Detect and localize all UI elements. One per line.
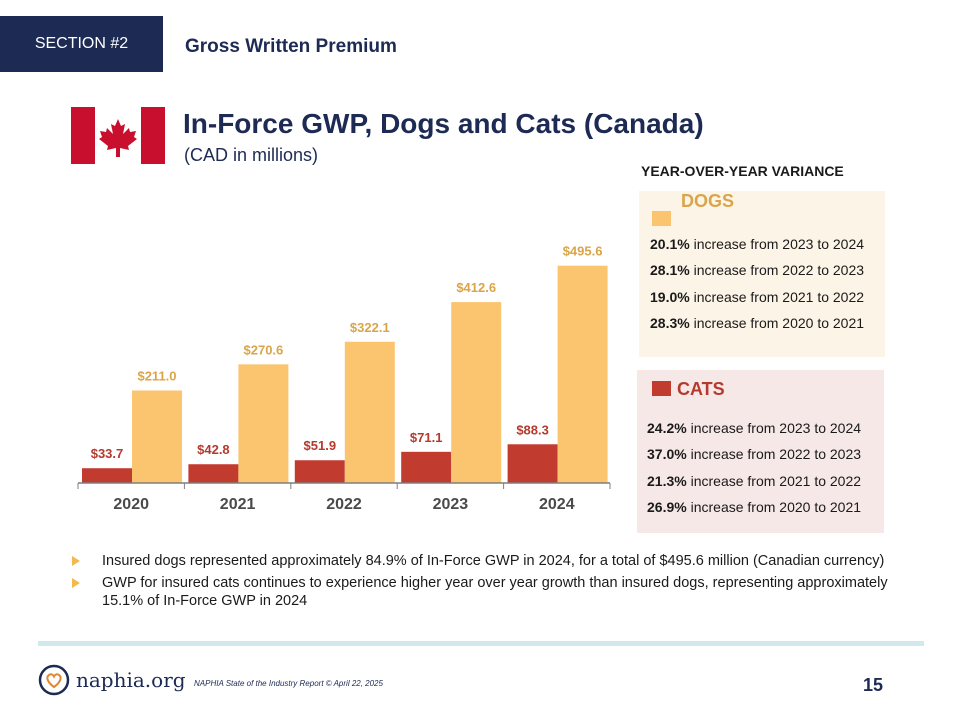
dogs-value-label: $495.6: [563, 244, 603, 259]
cats-variance-line: 26.9% increase from 2020 to 2021: [647, 499, 862, 515]
cats-value-label: $42.8: [197, 442, 230, 457]
cats-bar: [401, 451, 452, 483]
dogs-bar: [557, 265, 608, 483]
cats-variance-line: 21.3% increase from 2021 to 2022: [647, 473, 862, 489]
footer-divider: [38, 641, 924, 646]
bullet-arrow-icon: [72, 556, 80, 566]
cats-value-label: $71.1: [410, 430, 443, 445]
footer-note: NAPHIA State of the Industry Report © Ap…: [194, 679, 383, 688]
page-subtitle: (CAD in millions): [184, 145, 319, 165]
x-tick-label: 2023: [433, 496, 469, 513]
dogs-legend-label: DOGS: [681, 191, 735, 211]
dogs-bar: [344, 341, 395, 483]
cats-variance-line: 24.2% increase from 2023 to 2024: [647, 420, 862, 436]
cats-bar: [188, 464, 239, 483]
logo-text: naphia.org: [76, 668, 186, 692]
cats-value-label: $33.7: [91, 446, 124, 461]
cats-bar: [507, 444, 558, 483]
canada-flag-icon: [71, 107, 165, 164]
dogs-variance-line: 28.1% increase from 2022 to 2023: [650, 262, 865, 278]
x-tick-label: 2024: [539, 496, 575, 513]
x-tick-label: 2021: [220, 496, 256, 513]
naphia-logo[interactable]: naphia.org: [38, 664, 186, 696]
section-title: Gross Written Premium: [185, 36, 397, 57]
cats-legend-swatch: [652, 381, 671, 396]
dogs-variance-line: 28.3% increase from 2020 to 2021: [650, 315, 865, 331]
cats-value-label: $51.9: [304, 438, 337, 453]
dogs-bar: [238, 364, 289, 483]
cats-bar: [82, 468, 132, 483]
page-number: 15: [863, 675, 884, 695]
dogs-variance-panel: DOGS 20.1% increase from 2023 to 2024 28…: [639, 191, 885, 357]
bullet-item: Insured dogs represented approximately 8…: [72, 552, 892, 570]
cats-variance-line: 37.0% increase from 2022 to 2023: [647, 446, 862, 462]
cats-value-label: $88.3: [516, 422, 549, 437]
bullet-arrow-icon: [72, 578, 80, 588]
cats-legend-label: CATS: [677, 379, 725, 399]
dogs-value-label: $322.1: [350, 320, 390, 335]
dogs-value-label: $211.0: [137, 368, 176, 383]
variance-heading: YEAR-OVER-YEAR VARIANCE: [641, 163, 844, 179]
cats-variance-panel: CATS 24.2% increase from 2023 to 2024 37…: [637, 370, 884, 533]
dogs-variance-line: 20.1% increase from 2023 to 2024: [650, 236, 865, 252]
x-tick-label: 2020: [113, 496, 149, 513]
dogs-variance-line: 19.0% increase from 2021 to 2022: [650, 289, 865, 305]
summary-bullets: Insured dogs represented approximately 8…: [72, 552, 892, 614]
dogs-legend-swatch: [652, 211, 671, 226]
dogs-value-label: $412.6: [456, 280, 496, 295]
x-tick-label: 2022: [326, 496, 362, 513]
dogs-bar: [132, 390, 182, 483]
page-title: In-Force GWP, Dogs and Cats (Canada): [183, 108, 704, 139]
naphia-heart-icon: [38, 664, 70, 696]
dogs-bar: [451, 302, 502, 483]
cats-bar: [294, 460, 345, 483]
bullet-item: GWP for insured cats continues to experi…: [72, 574, 892, 610]
gwp-bar-chart: $33.7 $211.0 2020 $42.8 $270.6 2021 $51.9 $322.…: [77, 244, 611, 513]
dogs-value-label: $270.6: [244, 342, 284, 357]
section-tag: SECTION #2: [0, 16, 163, 72]
